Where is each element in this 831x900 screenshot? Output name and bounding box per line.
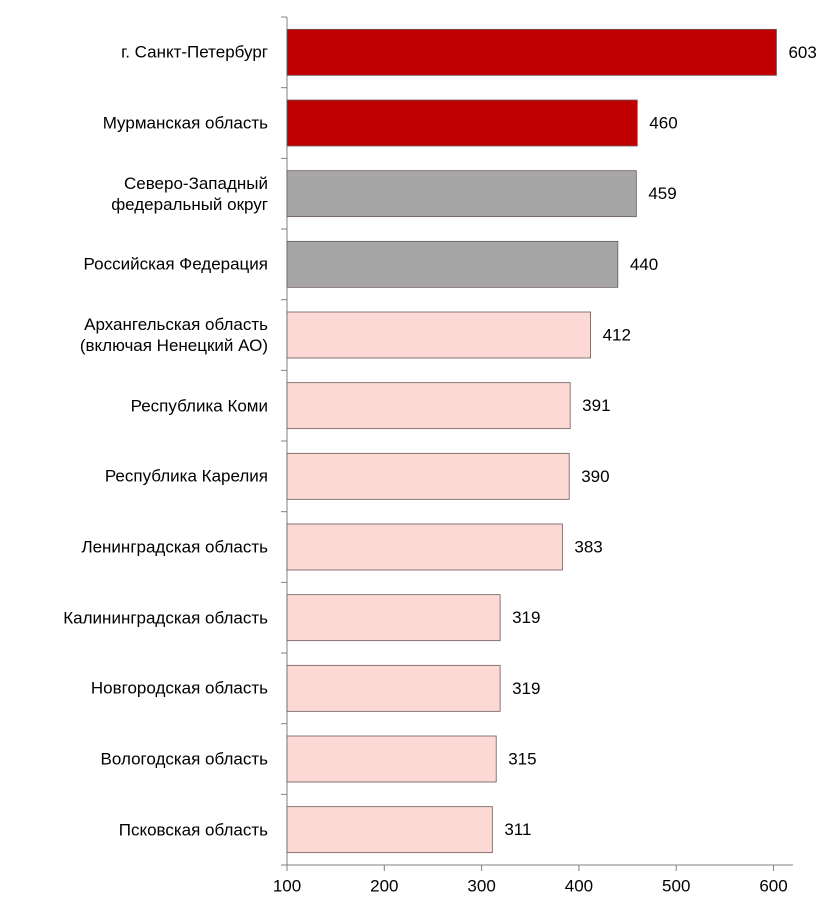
bar [286,664,501,712]
category-label: Вологодская область [100,749,268,769]
category-label: Ленинградская область [81,537,268,557]
category-label: Архангельская область (включая Ненецкий … [79,315,268,355]
bar [286,240,619,288]
value-label: 391 [582,396,610,415]
bar [286,806,493,854]
category-label: Российская Федерация [83,254,268,274]
category-label: Новгородская область [90,678,268,698]
bar [286,382,571,430]
bar [286,452,570,500]
x-tick-label: 600 [759,876,787,895]
value-label: 311 [504,820,531,839]
value-label: 603 [788,43,816,62]
x-tick-label: 100 [273,876,301,895]
value-label: 459 [648,184,676,203]
category-label: Калининградская область [63,608,268,628]
bar [286,594,501,642]
value-label: 319 [512,679,540,698]
value-label: 315 [508,749,536,768]
bar [286,523,563,571]
value-label: 440 [630,255,658,274]
bar [286,99,638,147]
category-label: Республика Карелия [104,466,268,486]
bar [286,28,777,76]
x-tick-label: 400 [565,876,593,895]
x-tick-label: 500 [662,876,690,895]
bar [286,735,497,783]
x-tick-label: 200 [370,876,398,895]
category-label: г. Санкт-Петербург [121,42,268,62]
value-label: 383 [574,537,602,556]
value-label: 460 [649,113,677,132]
bar [286,170,637,218]
category-label: Республика Коми [130,396,268,416]
x-tick-label: 300 [467,876,495,895]
value-label: 319 [512,608,540,627]
value-label: 390 [581,467,609,486]
category-label: Мурманская область [102,113,268,133]
value-label: 412 [603,325,631,344]
category-label: Псковская область [118,820,268,840]
bar [286,311,592,359]
category-label: Северо-Западный федеральный округ [111,173,268,214]
